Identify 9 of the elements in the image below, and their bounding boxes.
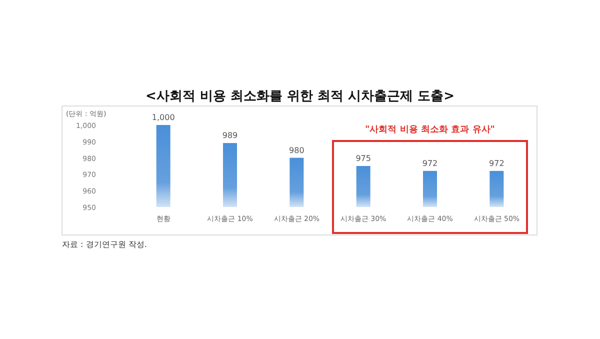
value-label: 1,000 [152, 113, 175, 122]
annotation: "사회적 비용 최소화 효과 유사" [365, 125, 495, 135]
value-label: 972 [422, 158, 438, 168]
title: <사회적 비용 최소화를 위한 최적 시차출근제 도출> [146, 89, 454, 104]
value-label: 975 [356, 154, 371, 163]
value-label: 972 [489, 158, 504, 168]
value-label: 989 [222, 131, 238, 140]
value-label: 980 [289, 146, 304, 155]
annotation: 자료 : 경기연구원 작성. [62, 240, 147, 249]
